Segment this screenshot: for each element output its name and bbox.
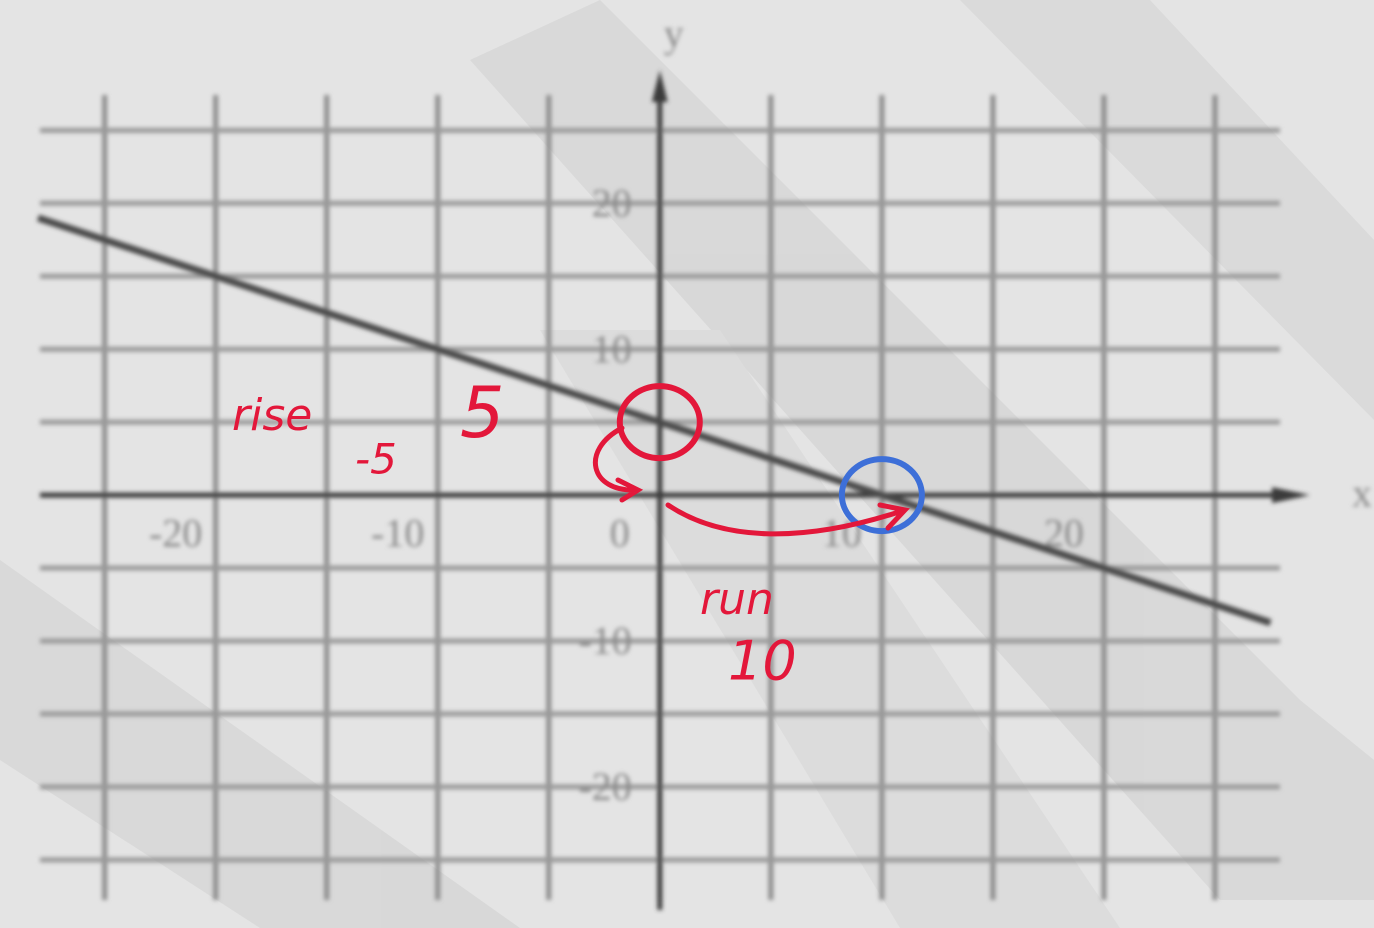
y-tick-label: -20 bbox=[578, 764, 631, 809]
annotation: -5 bbox=[355, 435, 397, 484]
x-tick-label: -10 bbox=[371, 510, 424, 555]
y-tick-label: 20 bbox=[592, 180, 632, 225]
point-circle bbox=[616, 383, 703, 462]
x-tick-label: -20 bbox=[149, 510, 202, 555]
x-axis-label: x bbox=[1352, 470, 1372, 515]
run-arrow bbox=[665, 502, 910, 537]
rise-arrow bbox=[592, 425, 644, 503]
y-axis-arrow bbox=[651, 70, 668, 102]
x-axis-arrow bbox=[1272, 487, 1310, 504]
annotation: rise bbox=[232, 390, 312, 441]
annotation: 10 bbox=[728, 630, 797, 693]
x-tick-label: 0 bbox=[610, 510, 630, 555]
annotation: run bbox=[700, 574, 774, 625]
y-axis-label: y bbox=[664, 11, 684, 56]
data-line bbox=[36, 214, 1272, 627]
point-circle bbox=[838, 456, 925, 535]
annotation: 5 bbox=[460, 372, 505, 454]
y-tick-label: -10 bbox=[578, 618, 631, 663]
x-tick-label: 10 bbox=[822, 510, 862, 555]
y-tick-label: 10 bbox=[592, 326, 632, 371]
